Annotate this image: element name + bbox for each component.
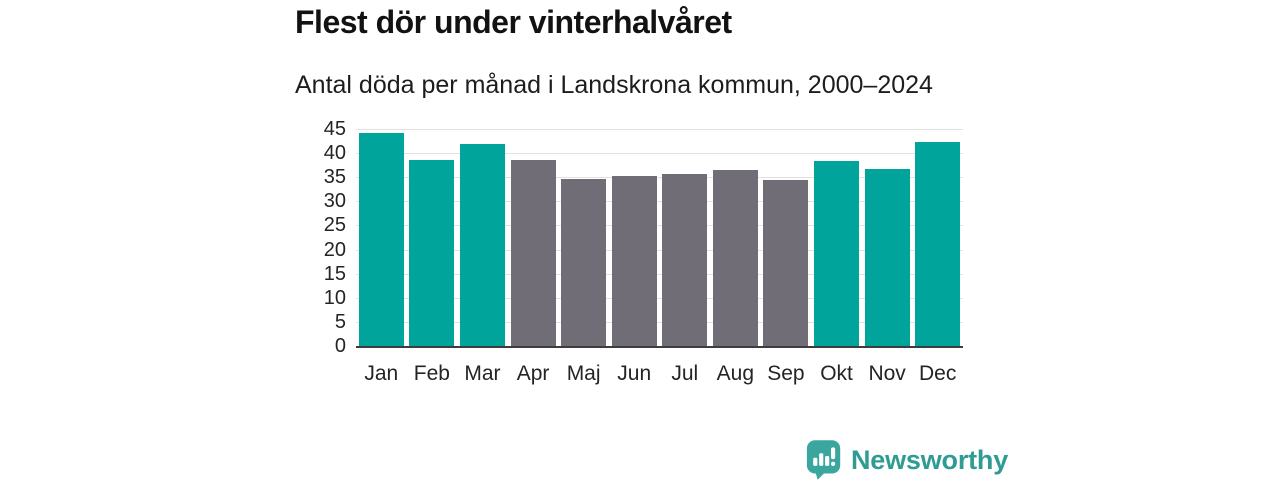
gridline-35 bbox=[356, 177, 963, 179]
x-axis-line bbox=[356, 346, 963, 348]
y-tick-label-15: 15 bbox=[323, 262, 346, 285]
y-tick-label-20: 20 bbox=[323, 238, 346, 261]
bar-jul bbox=[662, 174, 708, 346]
x-tick-label-dec: Dec bbox=[919, 362, 957, 385]
newsworthy-logo-text: Newsworthy bbox=[851, 444, 1009, 475]
gridline-30 bbox=[356, 201, 963, 203]
newsworthy-logo: Newsworthy bbox=[806, 440, 1009, 480]
newsworthy-logo-icon bbox=[806, 440, 841, 480]
gridline-25 bbox=[356, 225, 963, 227]
x-tick-label-mar: Mar bbox=[464, 362, 501, 385]
gridline-20 bbox=[356, 249, 963, 251]
x-tick-label-jun: Jun bbox=[617, 362, 652, 385]
bar-feb bbox=[409, 159, 455, 346]
plot-area bbox=[356, 129, 963, 348]
gridline-15 bbox=[356, 273, 963, 275]
x-tick-label-jan: Jan bbox=[364, 362, 399, 385]
bar-okt bbox=[814, 161, 860, 346]
bar-sep bbox=[763, 180, 809, 346]
y-tick-label-25: 25 bbox=[323, 214, 346, 237]
gridline-45 bbox=[356, 129, 963, 130]
x-tick-label-sep: Sep bbox=[767, 362, 805, 385]
gridline-10 bbox=[356, 297, 963, 299]
gridline-40 bbox=[356, 153, 963, 155]
bar-aug bbox=[712, 170, 758, 346]
y-tick-label-10: 10 bbox=[323, 286, 346, 309]
y-tick-label-40: 40 bbox=[323, 142, 346, 165]
bar-mar bbox=[459, 143, 505, 346]
x-tick-label-maj: Maj bbox=[566, 362, 601, 385]
x-tick-label-feb: Feb bbox=[413, 362, 450, 385]
bar-nov bbox=[864, 168, 910, 346]
y-tick-label-5: 5 bbox=[334, 310, 346, 333]
chart-subtitle: Antal döda per månad i Landskrona kommun… bbox=[295, 71, 933, 99]
y-tick-label-45: 45 bbox=[323, 118, 346, 140]
y-tick-label-35: 35 bbox=[323, 166, 346, 189]
y-tick-label-30: 30 bbox=[323, 190, 346, 213]
gridline-5 bbox=[356, 321, 963, 323]
x-tick-label-okt: Okt bbox=[820, 362, 853, 385]
bar-dec bbox=[915, 142, 961, 346]
y-tick-label-0: 0 bbox=[334, 335, 346, 357]
bar-maj bbox=[561, 179, 607, 346]
bar-jan bbox=[358, 133, 404, 346]
x-tick-label-apr: Apr bbox=[516, 362, 550, 385]
x-tick-label-jul: Jul bbox=[671, 362, 699, 385]
x-tick-label-aug: Aug bbox=[716, 362, 755, 385]
bar-jun bbox=[611, 175, 657, 346]
bar-apr bbox=[510, 160, 556, 346]
chart-title: Flest dör under vinterhalvåret bbox=[295, 4, 732, 40]
x-tick-label-nov: Nov bbox=[868, 362, 906, 385]
